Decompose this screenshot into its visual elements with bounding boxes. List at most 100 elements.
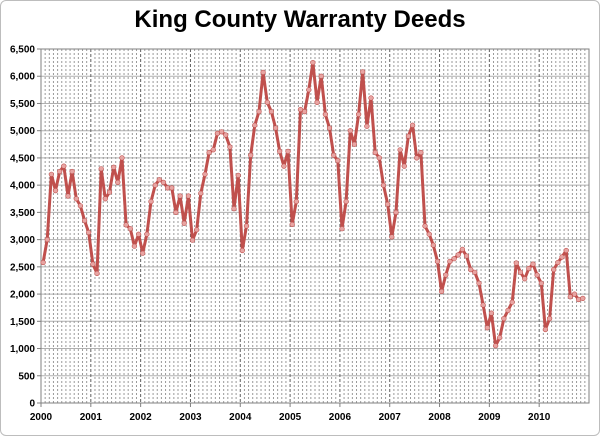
data-point: [65, 193, 71, 199]
data-point: [69, 168, 75, 175]
data-point: [52, 188, 59, 194]
data-point: [119, 155, 125, 161]
data-point: [219, 129, 225, 135]
data-point: [335, 158, 341, 164]
data-point: [44, 237, 50, 243]
data-point: [90, 261, 96, 267]
data-point: [148, 198, 154, 205]
data-point: [555, 259, 561, 266]
data-point: [144, 231, 150, 237]
x-tick-label: 2005: [279, 412, 302, 423]
data-point: [297, 106, 304, 113]
y-tick-label: 5,000: [10, 126, 35, 137]
data-point: [206, 149, 212, 156]
y-tick-label: 3,000: [10, 235, 35, 246]
data-point: [393, 209, 399, 215]
x-tick-label: 2008: [428, 412, 451, 423]
data-point: [235, 172, 241, 178]
data-point: [223, 132, 229, 138]
data-point: [169, 185, 175, 191]
data-point: [472, 269, 478, 275]
y-tick-label: 4,000: [10, 181, 35, 192]
data-point: [567, 294, 573, 300]
data-point: [356, 111, 362, 117]
x-tick-label: 2000: [30, 412, 53, 423]
data-point: [102, 196, 108, 202]
data-point: [177, 193, 183, 199]
data-point: [509, 299, 515, 305]
data-point: [488, 310, 495, 316]
data-point: [198, 190, 204, 196]
data-point: [189, 237, 196, 243]
data-point: [314, 99, 320, 105]
data-point: [264, 99, 270, 105]
data-point: [273, 125, 279, 131]
y-tick-label: 2,000: [10, 290, 35, 301]
x-tick-label: 2010: [528, 412, 551, 423]
y-tick-label: 0: [29, 399, 35, 410]
data-point: [571, 291, 578, 297]
x-tick-label: 2004: [229, 412, 252, 423]
y-axis: 0 500 1,000 1,500 2,000 2,500 3,000 3,500 4,000 4…: [10, 45, 41, 410]
y-tick-label: 4,500: [10, 153, 35, 164]
plot-area: [40, 48, 590, 404]
data-point: [434, 258, 441, 265]
data-point: [310, 59, 316, 66]
data-point: [248, 152, 254, 158]
data-point: [347, 128, 353, 134]
data-point: [575, 296, 582, 303]
data-point: [451, 256, 457, 262]
data-point: [210, 147, 216, 153]
data-point: [185, 193, 191, 199]
data-point: [140, 250, 146, 256]
data-point: [131, 243, 137, 249]
data-point: [538, 280, 544, 286]
data-point: [542, 326, 549, 333]
data-point: [160, 179, 167, 185]
data-point: [306, 87, 312, 93]
data-point: [484, 325, 490, 331]
data-point: [422, 223, 428, 229]
data-point: [463, 253, 470, 259]
data-point: [480, 302, 486, 308]
data-point: [73, 196, 79, 202]
data-point: [326, 125, 333, 131]
data-point: [360, 69, 366, 75]
data-point: [476, 280, 482, 286]
y-tick-label: 1,000: [10, 344, 35, 355]
data-point: [563, 247, 569, 254]
data-point: [443, 272, 449, 278]
y-tick-label: 3,500: [10, 208, 35, 219]
data-point: [497, 335, 503, 341]
data-point: [111, 164, 117, 170]
data-point: [293, 198, 299, 205]
data-point: [372, 149, 378, 156]
data-point: [285, 148, 291, 154]
data-point: [505, 307, 511, 314]
data-point: [380, 182, 387, 188]
y-tick-label: 6,000: [10, 72, 35, 83]
data-point: [77, 203, 83, 209]
data-point: [152, 182, 158, 188]
y-tick-label: 2,500: [10, 262, 35, 273]
data-point: [243, 223, 250, 229]
data-point: [156, 177, 162, 183]
data-point: [289, 221, 295, 227]
data-point: [405, 133, 412, 139]
data-point: [57, 168, 63, 175]
x-tick-label: 2002: [130, 412, 153, 423]
y-tick-label: 5,500: [10, 99, 35, 110]
data-point: [522, 276, 528, 282]
chart-title: King County Warranty Deeds: [134, 6, 466, 33]
data-point: [48, 171, 55, 177]
data-point: [318, 73, 324, 79]
data-point: [302, 108, 308, 115]
data-point: [517, 269, 524, 275]
data-point: [256, 108, 262, 115]
data-point: [106, 189, 113, 195]
data-point: [343, 198, 349, 205]
data-point: [40, 259, 46, 266]
data-point: [281, 163, 287, 169]
data-point: [534, 272, 540, 278]
